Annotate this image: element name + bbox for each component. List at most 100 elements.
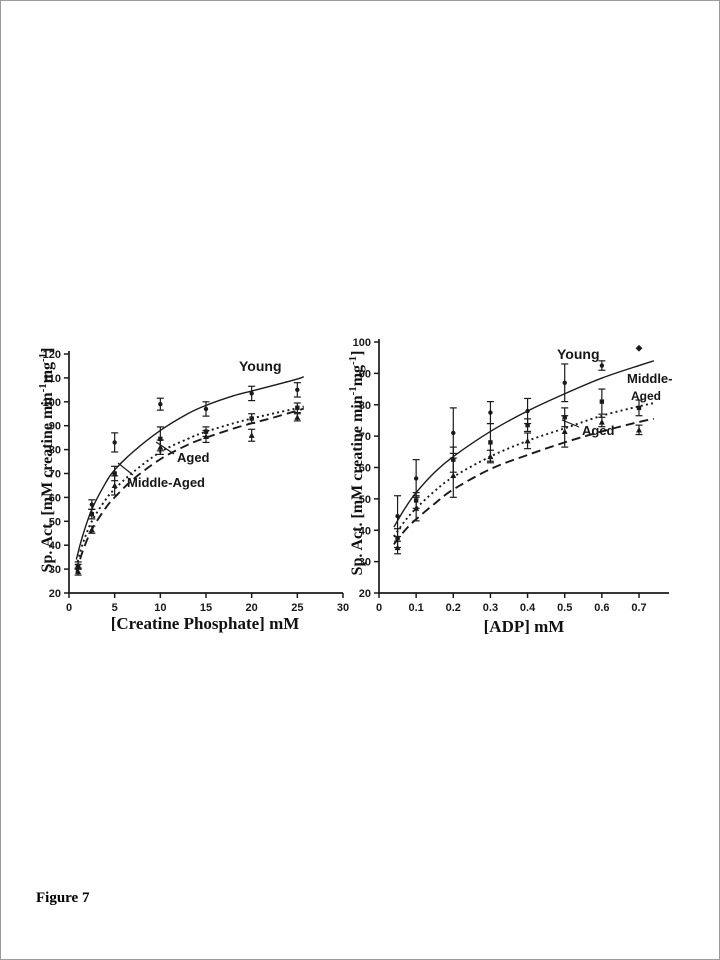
x-tick-label: 0.1 bbox=[408, 602, 423, 614]
series-label-aged: Aged bbox=[582, 423, 615, 438]
data-point-young bbox=[413, 476, 419, 481]
y-axis-label-sup: -1 bbox=[346, 386, 359, 396]
y-tick-label: 110 bbox=[43, 373, 61, 385]
x-tick-label: 0.2 bbox=[446, 602, 461, 614]
y-tick-label: 20 bbox=[49, 588, 61, 600]
data-point-middle-aged bbox=[249, 416, 254, 421]
data-point-middle-aged bbox=[158, 436, 163, 442]
data-point-aged bbox=[294, 414, 301, 420]
y-tick-label: 90 bbox=[49, 421, 61, 433]
series-label-aged: Aged bbox=[177, 450, 210, 465]
y-axis-label-text: mg bbox=[39, 361, 57, 384]
curve-middle-aged bbox=[75, 405, 304, 567]
data-point-young bbox=[562, 380, 567, 385]
data-point-young bbox=[599, 363, 605, 368]
x-tick-label: 15 bbox=[200, 602, 212, 614]
y-tick-label: 50 bbox=[49, 516, 61, 528]
data-point-young bbox=[295, 387, 300, 393]
data-point-aged bbox=[394, 544, 401, 551]
y-axis-label-text: mg bbox=[349, 364, 367, 387]
y-axis-label-text: Sp. Act. [mM creatine min bbox=[39, 392, 57, 573]
data-point-aged bbox=[598, 419, 605, 425]
y-axis-label-text: ] bbox=[39, 347, 57, 353]
series-label-middle-aged: Middle-Aged bbox=[127, 475, 205, 490]
figure-caption: Figure 7 bbox=[36, 890, 90, 906]
data-point-aged bbox=[450, 472, 457, 478]
series-label-young: Young bbox=[557, 346, 600, 362]
data-point-aged bbox=[157, 444, 164, 450]
data-point-middle-aged bbox=[295, 405, 300, 410]
x-tick-label: 5 bbox=[112, 602, 118, 614]
x-tick-label: 20 bbox=[246, 602, 258, 614]
y-tick-label: 40 bbox=[359, 525, 371, 537]
x-tick-label: 0.6 bbox=[594, 602, 609, 614]
y-tick-label: 30 bbox=[359, 557, 371, 569]
leader-line-aged bbox=[561, 419, 580, 428]
leader-line-middle-aged bbox=[117, 462, 134, 476]
data-point-young bbox=[488, 410, 493, 415]
data-point-aged bbox=[413, 505, 420, 511]
data-point-middle-aged bbox=[112, 471, 117, 476]
data-point-young bbox=[395, 513, 400, 519]
data-point-aged bbox=[487, 453, 494, 460]
curve-aged bbox=[75, 407, 305, 573]
y-tick-label: 80 bbox=[49, 445, 61, 457]
x-tick-label: 25 bbox=[291, 602, 303, 614]
y-axis-label-sup: -1 bbox=[36, 352, 49, 362]
curve-aged bbox=[393, 417, 655, 545]
curve-young bbox=[75, 376, 305, 560]
data-point-young bbox=[249, 391, 254, 396]
data-point-middle-aged bbox=[525, 422, 530, 428]
data-point-aged bbox=[203, 433, 209, 440]
data-point-young bbox=[525, 408, 530, 414]
data-point-middle-aged bbox=[89, 511, 95, 517]
x-tick-label: 0 bbox=[376, 602, 382, 614]
data-point-young bbox=[451, 430, 456, 436]
right-x-axis-label: [ADP] mM bbox=[483, 617, 565, 636]
data-point-aged bbox=[111, 482, 118, 489]
y-axis-label-text: ] bbox=[349, 350, 367, 356]
data-point-young bbox=[635, 344, 643, 352]
data-point-aged bbox=[88, 526, 95, 533]
data-point-aged bbox=[75, 568, 82, 575]
x-tick-label: 0 bbox=[66, 602, 72, 614]
series-label-middle-aged-line1: Middle- bbox=[627, 371, 673, 386]
data-point-aged bbox=[561, 428, 568, 435]
x-tick-label: 0.5 bbox=[557, 602, 572, 614]
y-tick-label: 100 bbox=[43, 397, 61, 409]
y-tick-label: 20 bbox=[359, 588, 371, 600]
data-point-young bbox=[203, 406, 209, 412]
x-tick-label: 0.7 bbox=[631, 602, 646, 614]
data-point-aged bbox=[524, 437, 531, 444]
data-point-young bbox=[112, 440, 117, 445]
data-point-young bbox=[89, 502, 95, 507]
y-tick-label: 30 bbox=[49, 564, 61, 576]
right-y-axis-label: Sp. Act. [mM creatine min-1mg-1] bbox=[347, 351, 367, 576]
y-tick-label: 80 bbox=[359, 400, 371, 412]
y-tick-label: 40 bbox=[49, 540, 61, 552]
y-tick-label: 120 bbox=[43, 349, 61, 361]
data-point-young bbox=[158, 401, 163, 407]
data-point-middle-aged bbox=[488, 440, 493, 445]
x-tick-label: 30 bbox=[337, 602, 349, 614]
left-y-axis-label: Sp. Act. [mM creatine min-1mg-1] bbox=[37, 348, 57, 573]
y-tick-label: 70 bbox=[359, 431, 371, 443]
curve-young bbox=[393, 360, 655, 528]
y-axis-label-sup: -1 bbox=[346, 355, 359, 365]
y-tick-label: 100 bbox=[353, 337, 371, 349]
leader-line-aged bbox=[155, 441, 175, 455]
y-tick-label: 50 bbox=[359, 494, 371, 506]
y-axis-label-sup: -1 bbox=[36, 383, 49, 393]
y-axis-label-text: Sp. Act. [mM creatine min bbox=[349, 395, 367, 576]
data-point-aged bbox=[636, 426, 642, 433]
y-tick-label: 70 bbox=[49, 469, 61, 481]
y-tick-label: 60 bbox=[49, 492, 61, 504]
y-tick-label: 60 bbox=[359, 463, 371, 475]
series-label-young: Young bbox=[239, 358, 282, 374]
x-tick-label: 0.3 bbox=[483, 602, 498, 614]
x-tick-label: 10 bbox=[154, 602, 166, 614]
series-label-middle-aged-line2: Aged bbox=[631, 389, 661, 403]
y-tick-label: 90 bbox=[359, 368, 371, 380]
